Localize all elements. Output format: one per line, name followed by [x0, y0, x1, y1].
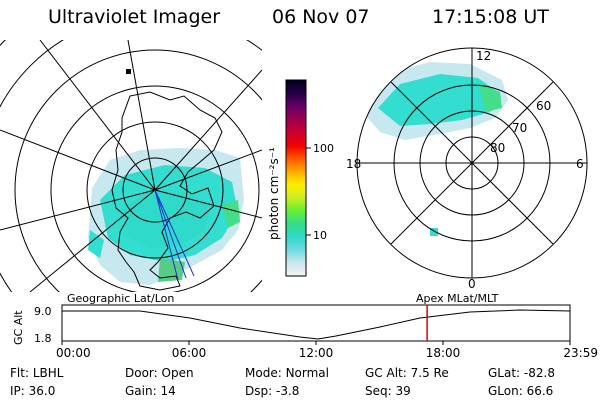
alt-ytick-top: 9.0: [34, 305, 52, 318]
info-glat: GLat: -82.8: [488, 366, 555, 380]
ip-value: 36.0: [28, 384, 56, 398]
date-label: 06 Nov 07: [272, 6, 370, 28]
info-seq: Seq: 39: [365, 384, 411, 398]
altitude-curve: [62, 309, 571, 340]
satellite-track-line: [154, 189, 179, 281]
colorbar-label-10: 10: [313, 229, 327, 242]
info-flt: Flt: LBHL: [10, 366, 64, 380]
mlt-label-top: 12: [476, 49, 491, 63]
geo-meridian: [127, 40, 156, 191]
geo-meridian: [29, 189, 156, 292]
apex-diagonal-line: [390, 81, 554, 245]
mlat-label-60: 60: [536, 99, 551, 113]
satellite-track-line: [154, 189, 195, 277]
geo-meridian: [39, 40, 156, 191]
geo-meridian: [154, 189, 262, 219]
instrument-title: Ultraviolet Imager: [48, 6, 221, 28]
satellite-track-line: [154, 189, 187, 279]
coastline: [111, 91, 223, 291]
time-label: 17:15:08 UT: [432, 6, 549, 28]
altitude-plot: Geographic Lat/Lon Apex MLat/MLT 9.0 1.8…: [12, 292, 598, 360]
mode-value: Normal: [285, 366, 329, 380]
alt-xtick-label: 18:00: [426, 346, 461, 360]
geo-meridian: [154, 69, 262, 191]
geo-lat-circle: [50, 85, 260, 292]
info-gcalt: GC Alt: 7.5 Re: [365, 366, 449, 380]
geo-lat-circle: [122, 157, 188, 223]
door-value: Open: [161, 366, 194, 380]
info-door: Door: Open: [125, 366, 194, 380]
seq-value: 39: [395, 384, 411, 398]
geo-meridian: [0, 129, 156, 191]
mlat-label-80: 80: [490, 141, 505, 155]
gcalt-value: 7.5 Re: [410, 366, 449, 380]
geo-aurora-image: [88, 148, 244, 285]
glat-value: -82.8: [523, 366, 555, 380]
dsp-value: -3.8: [275, 384, 300, 398]
mlt-label-right: 6: [576, 157, 584, 171]
mlt-label-bottom: 0: [468, 277, 476, 291]
geo-marker: [126, 69, 131, 74]
alt-xtick-label: 06:00: [172, 346, 207, 360]
mlat-label-70: 70: [512, 121, 527, 135]
colorbar-unit-label: photon cm⁻²s⁻¹: [267, 147, 281, 240]
apex-panel-label: Apex MLat/MLT: [416, 292, 499, 305]
altitude-frame: [61, 304, 571, 342]
alt-ylabel: GC Alt: [12, 310, 25, 345]
geo-lat-circle: [86, 121, 224, 259]
colorbar: 100 10 photon cm⁻²s⁻¹: [267, 79, 334, 277]
geo-panel-label: Geographic Lat/Lon: [67, 292, 174, 305]
gain-value: 14: [160, 384, 176, 398]
glon-value: 66.6: [526, 384, 554, 398]
info-dsp: Dsp: -3.8: [245, 384, 300, 398]
geographic-map: [0, 40, 262, 292]
flt-value: LBHL: [32, 366, 64, 380]
info-ip: IP: 36.0: [10, 384, 56, 398]
alt-xtick-label: 12:00: [299, 346, 334, 360]
colorbar-rect: [285, 79, 307, 277]
apex-polar-plot: 12 18 6 0 60 70 80: [346, 47, 588, 291]
geo-meridian: [154, 149, 262, 191]
info-mode: Mode: Normal: [245, 366, 329, 380]
info-gain: Gain: 14: [125, 384, 176, 398]
alt-xtick-label: 00:00: [56, 346, 91, 360]
alt-ytick-bottom: 1.8: [34, 332, 52, 345]
mlt-label-left: 18: [346, 157, 361, 171]
apex-aurora-image: [368, 62, 508, 236]
colorbar-label-100: 100: [313, 142, 334, 155]
info-glon: GLon: 66.6: [488, 384, 554, 398]
geo-meridian: [0, 189, 156, 231]
geo-lat-circle: [14, 49, 262, 292]
alt-xtick-label: 23:59: [563, 346, 598, 360]
